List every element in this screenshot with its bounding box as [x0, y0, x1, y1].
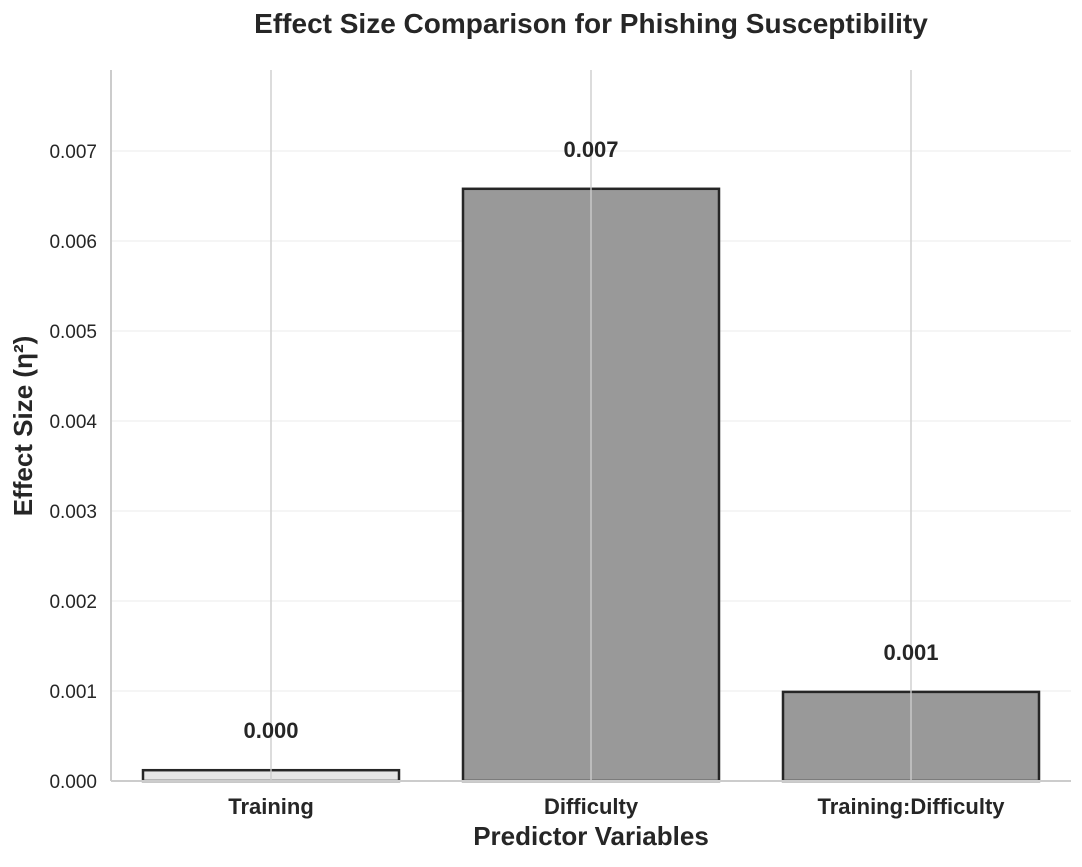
x-tick-label: Training:Difficulty [818, 794, 1006, 819]
y-tick-label: 0.005 [49, 322, 97, 343]
y-tick-label: 0.007 [49, 142, 97, 163]
x-tick-labels: Training Difficulty Training:Difficulty [228, 794, 1005, 819]
y-tick-label: 0.002 [49, 592, 97, 613]
chart-title: Effect Size Comparison for Phishing Susc… [254, 8, 928, 39]
data-labels: 0.000 0.007 0.001 [243, 137, 938, 743]
y-tick-label: 0.000 [49, 772, 97, 793]
x-tick-label: Difficulty [544, 794, 639, 819]
x-tick-label: Training [228, 794, 314, 819]
data-label: 0.001 [883, 640, 938, 665]
y-tick-label: 0.006 [49, 232, 97, 253]
y-tick-labels: 0.000 0.001 0.002 0.003 0.004 0.005 0.006 0.007 [49, 142, 97, 793]
axes-layer [110, 70, 1071, 782]
y-tick-label: 0.004 [49, 412, 97, 433]
y-tick-label: 0.003 [49, 502, 97, 523]
vertical-grid-layer [270, 70, 912, 781]
y-axis-label: Effect Size (η²) [8, 336, 38, 517]
data-label: 0.000 [243, 718, 298, 743]
y-tick-label: 0.001 [49, 682, 97, 703]
x-axis-label: Predictor Variables [473, 821, 709, 851]
data-label: 0.007 [563, 137, 618, 162]
